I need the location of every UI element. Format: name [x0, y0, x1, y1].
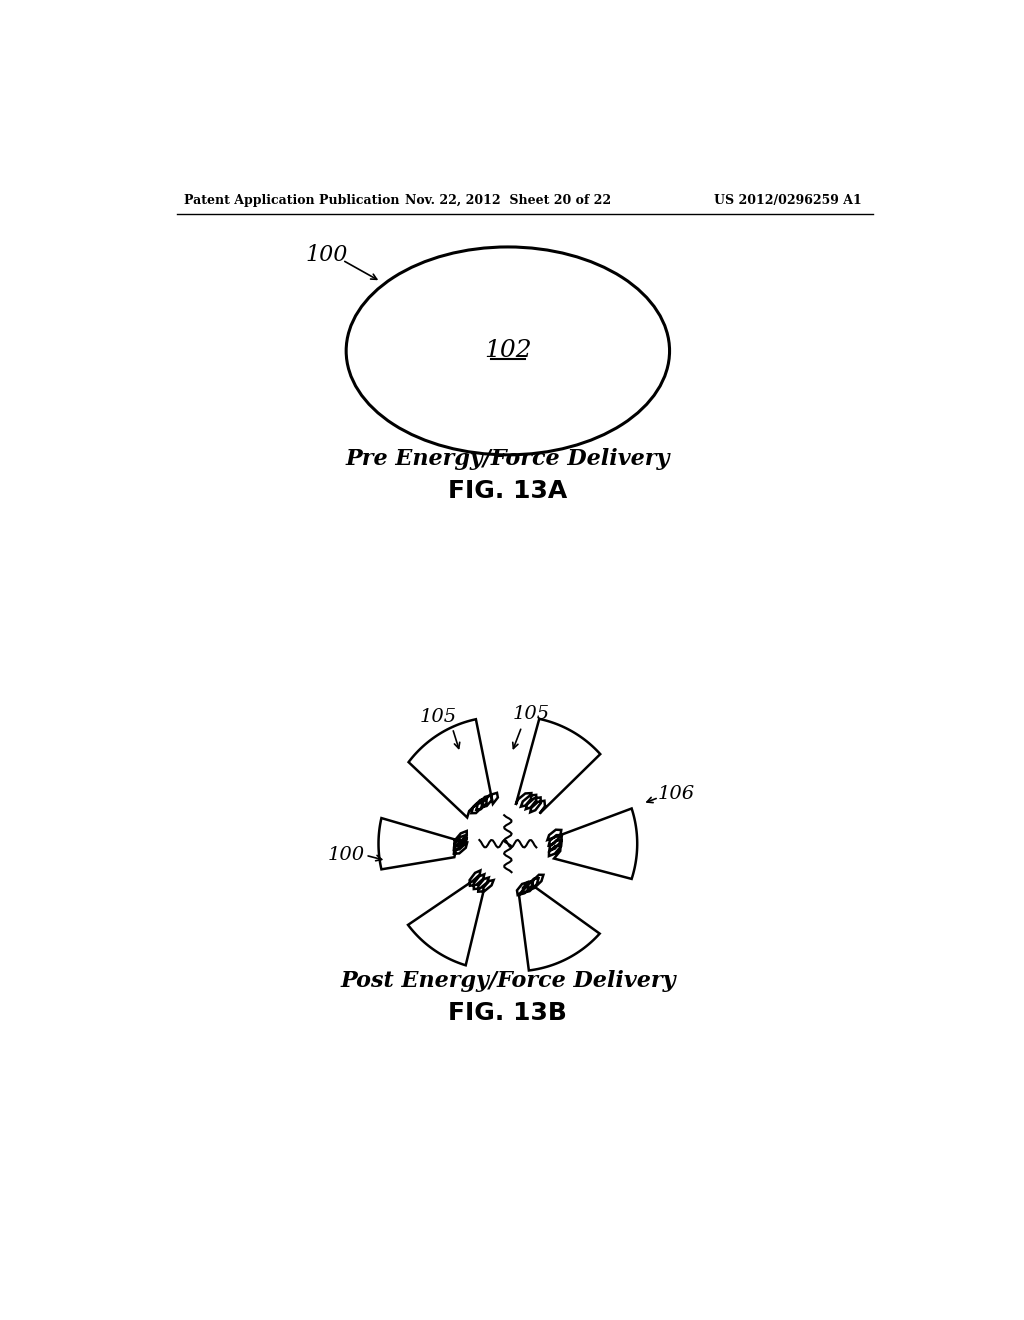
Text: 102: 102	[484, 339, 531, 363]
Text: Nov. 22, 2012  Sheet 20 of 22: Nov. 22, 2012 Sheet 20 of 22	[404, 194, 611, 207]
Text: US 2012/0296259 A1: US 2012/0296259 A1	[715, 194, 862, 207]
Text: Patent Application Publication: Patent Application Publication	[184, 194, 400, 207]
Text: 105: 105	[420, 708, 457, 726]
Text: 100: 100	[328, 846, 365, 865]
Text: FIG. 13B: FIG. 13B	[449, 1001, 567, 1026]
Text: Post Energy/Force Delivery: Post Energy/Force Delivery	[340, 970, 676, 991]
Text: FIG. 13A: FIG. 13A	[449, 479, 567, 503]
Text: Pre Energy/Force Delivery: Pre Energy/Force Delivery	[346, 447, 670, 470]
Text: 100: 100	[306, 244, 348, 265]
Text: 106: 106	[657, 784, 694, 803]
Text: 105: 105	[512, 705, 550, 723]
